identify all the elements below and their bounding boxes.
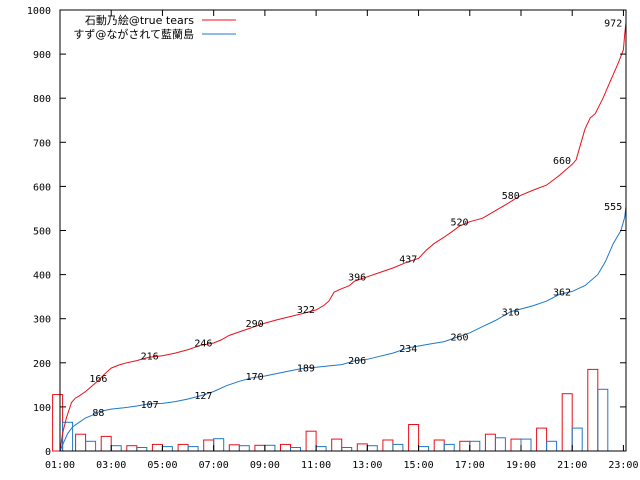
y-tick-label-100: 100 — [33, 403, 51, 414]
x-tick-label-01:00: 01:00 — [45, 460, 75, 471]
series-1-bar-11 — [305, 430, 317, 452]
series-2-bar-4 — [136, 447, 148, 452]
series-1-bar-18 — [484, 433, 496, 452]
y-tick-label-800: 800 — [33, 94, 51, 105]
series-2-point-label-9: 316 — [502, 308, 520, 319]
series-2-point-label-1: 88 — [92, 408, 104, 419]
series-1-bar-4 — [126, 445, 138, 452]
y-tick-label-600: 600 — [33, 182, 51, 193]
cumulative-lines — [59, 22, 627, 452]
x-tick-label-15:00: 15:00 — [403, 460, 433, 471]
series-1-bar-13 — [356, 443, 368, 452]
series-2-bar-17 — [469, 440, 481, 452]
series-2-bar-3 — [110, 445, 122, 452]
series-2-bar-22 — [597, 388, 609, 452]
series-2-bar-20 — [546, 440, 558, 452]
x-tick-label-19:00: 19:00 — [506, 460, 536, 471]
x-tick-label-21:00: 21:00 — [557, 460, 587, 471]
series-2-point-label-5: 189 — [297, 364, 315, 375]
series-1-point-label-4: 290 — [246, 319, 264, 330]
series-2-bar-7 — [213, 438, 225, 452]
series-2-bar-16 — [443, 443, 455, 452]
series-1-bar-10 — [280, 443, 291, 452]
x-tick-label-05:00: 05:00 — [147, 460, 177, 471]
series-2-point-label-10: 362 — [553, 287, 571, 298]
x-tick-label-11:00: 11:00 — [301, 460, 331, 471]
series-2-bar-10 — [290, 447, 301, 452]
series-2-point-label-2: 107 — [141, 400, 159, 411]
series-1-point-label-9: 580 — [502, 191, 520, 202]
axis-ticks: 0 100 200 300 400 500 600 700 800 900 1000 01:00 03:… — [27, 6, 639, 471]
series-2-bar-13 — [366, 445, 378, 452]
series-2-bar-8 — [238, 445, 250, 452]
legend-entry-2-label: すず@ながされて藍蘭島 — [73, 27, 194, 41]
y-tick-label-200: 200 — [33, 359, 51, 370]
series-1-bar-22 — [587, 368, 599, 452]
series-1-bar-5 — [151, 443, 163, 452]
x-tick-label-09:00: 09:00 — [250, 460, 280, 471]
series-2-bar-21 — [571, 427, 583, 452]
series-2-bar-11 — [315, 446, 327, 452]
series-2-bar-6 — [187, 446, 199, 452]
series-1-point-label-3: 246 — [194, 339, 212, 350]
series-2-bar-19 — [520, 438, 532, 452]
y-tick-label-400: 400 — [33, 271, 51, 282]
series-1-bar-12 — [331, 438, 343, 452]
x-tick-label-17:00: 17:00 — [455, 460, 485, 471]
series-1-point-label-1: 166 — [89, 374, 107, 385]
x-tick-label-13:00: 13:00 — [352, 460, 382, 471]
series-2-line — [59, 206, 627, 452]
series-2-bar-2 — [85, 440, 97, 452]
series-1-bar-15 — [408, 424, 420, 452]
series-1-point-label-10: 660 — [553, 156, 571, 167]
series-2-point-label-7: 234 — [399, 344, 417, 355]
x-tick-label-03:00: 03:00 — [96, 460, 126, 471]
series-2-bar-14 — [392, 443, 404, 452]
x-tick-label-23:00: 23:00 — [608, 460, 638, 471]
series-2-bar-15 — [418, 446, 430, 452]
series-1-bar-17 — [459, 440, 471, 452]
series-1-point-label-2: 216 — [141, 352, 159, 363]
series-1-bar-21 — [561, 393, 573, 452]
series-1-bar-6 — [177, 443, 189, 452]
point-labels: 166 216 246 290 322 396 437 520 580 660 972 88 107 12… — [89, 18, 622, 419]
series-2-point-label-6: 206 — [348, 356, 366, 367]
series-2-point-label-8: 260 — [450, 332, 468, 343]
y-tick-label-700: 700 — [33, 138, 51, 149]
y-tick-label-300: 300 — [33, 315, 51, 326]
series-2-point-label-3: 127 — [194, 391, 212, 402]
series-2-bar-5 — [161, 446, 173, 452]
series-2-bar-9 — [264, 444, 276, 452]
hourly-bars — [52, 368, 609, 452]
series-1-bar-19 — [510, 438, 522, 452]
series-1-bar-20 — [536, 427, 548, 452]
series-1-bar-14 — [382, 439, 394, 452]
series-1-bar-9 — [254, 444, 266, 452]
plot-frame — [59, 9, 627, 452]
series-1-bar-2 — [75, 433, 87, 452]
series-1-bar-16 — [433, 439, 445, 452]
series-2-bar-18 — [494, 437, 506, 452]
y-tick-label-0: 0 — [45, 447, 51, 458]
series-1-point-label-8: 520 — [450, 218, 468, 229]
legend-entry-1-label: 石動乃絵@true tears — [85, 13, 194, 27]
series-1-bar-3 — [100, 435, 112, 452]
legend: 石動乃絵@true tears すず@ながされて藍蘭島 — [73, 13, 236, 41]
y-tick-label-900: 900 — [33, 50, 51, 61]
y-tick-label-500: 500 — [33, 227, 51, 238]
series-2-point-label-11: 555 — [604, 202, 622, 213]
series-2-point-label-4: 170 — [246, 372, 264, 383]
series-1-line — [59, 22, 627, 452]
series-1-point-label-7: 437 — [399, 254, 417, 265]
y-tick-label-1000: 1000 — [27, 6, 51, 17]
series-1-bar-7 — [203, 439, 215, 452]
series-1-point-label-6: 396 — [348, 272, 366, 283]
series-1-point-label-11: 972 — [604, 18, 622, 29]
x-tick-label-07:00: 07:00 — [199, 460, 229, 471]
series-2-bar-12 — [341, 447, 353, 452]
series-1-point-label-5: 322 — [297, 305, 315, 316]
series-1-bar-8 — [228, 444, 240, 452]
